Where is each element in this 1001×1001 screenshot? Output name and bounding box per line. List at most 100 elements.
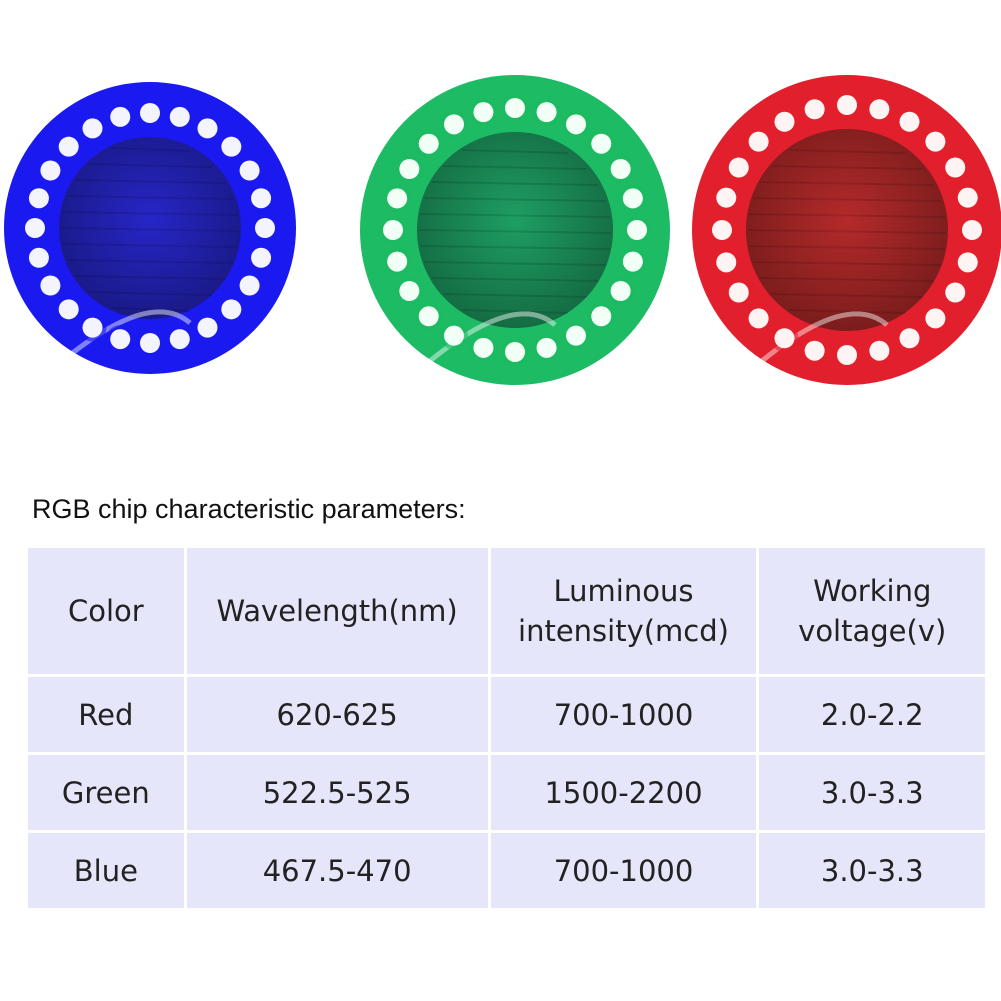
wood-grain-line xyxy=(443,165,587,170)
red-led-ring-photo xyxy=(692,75,1001,385)
led xyxy=(140,333,160,353)
wood-grain-line xyxy=(424,197,606,202)
led xyxy=(925,131,946,152)
cell-luminous-intensity: 1500-2200 xyxy=(490,755,757,830)
led xyxy=(110,329,131,350)
led xyxy=(945,282,966,303)
cell-color: Red xyxy=(28,677,184,752)
wood-grain-line xyxy=(443,293,587,298)
wood-grain-line xyxy=(760,181,934,186)
wood-grain-line xyxy=(788,149,906,154)
led xyxy=(837,345,857,365)
table-header-row: Color Wavelength(nm) Luminous intensity(… xyxy=(28,548,985,674)
led xyxy=(536,102,557,123)
cell-luminous-intensity: 700-1000 xyxy=(490,677,757,752)
wood-grain-line xyxy=(461,309,569,314)
wood-grain-line xyxy=(66,259,234,264)
led xyxy=(536,337,557,358)
led xyxy=(899,328,920,349)
led xyxy=(610,281,631,301)
wood-grain-line xyxy=(75,275,225,280)
led xyxy=(925,308,946,329)
wood-grain-line xyxy=(749,245,945,250)
led xyxy=(255,218,275,238)
led xyxy=(748,131,769,152)
rgb-parameters-table: Color Wavelength(nm) Luminous intensity(… xyxy=(25,545,988,911)
wood-grain-line xyxy=(88,291,212,296)
cell-color: Blue xyxy=(28,833,184,908)
green-led-ring-photo xyxy=(360,75,670,385)
wood-grain-line xyxy=(424,261,606,266)
cell-working-voltage: 3.0-3.3 xyxy=(759,833,985,908)
led xyxy=(399,281,420,301)
led xyxy=(716,252,737,273)
led xyxy=(40,275,61,296)
led xyxy=(945,157,966,178)
header-luminous-intensity: Luminous intensity(mcd) xyxy=(490,548,757,674)
led xyxy=(774,328,795,349)
cell-working-voltage: 3.0-3.3 xyxy=(759,755,985,830)
led xyxy=(82,317,103,338)
wood-grain-line xyxy=(760,277,934,282)
led xyxy=(221,299,242,320)
led xyxy=(566,114,586,135)
led xyxy=(804,340,825,361)
led xyxy=(610,159,631,179)
wood-grain-line xyxy=(75,179,225,184)
wood-grain-line xyxy=(749,213,945,218)
table-row: Green 522.5-525 1500-2200 3.0-3.3 xyxy=(28,755,985,830)
wood-grain-line xyxy=(66,195,234,200)
led xyxy=(169,106,190,127)
led xyxy=(251,247,272,268)
cell-wavelength: 467.5-470 xyxy=(186,833,488,908)
led xyxy=(25,218,45,238)
led xyxy=(748,308,769,329)
led xyxy=(837,95,857,115)
led xyxy=(473,337,494,358)
header-color: Color xyxy=(28,548,184,674)
led xyxy=(418,306,439,327)
led xyxy=(239,275,260,296)
cell-color: Green xyxy=(28,755,184,830)
led xyxy=(110,106,131,127)
cell-wavelength: 620-625 xyxy=(186,677,488,752)
wood-grain-line xyxy=(431,181,599,186)
led xyxy=(505,342,525,362)
led xyxy=(566,325,586,346)
blue-led-ring-photo xyxy=(4,82,296,374)
wood-grain-line xyxy=(431,277,599,282)
wood-grain-line xyxy=(110,147,190,152)
led xyxy=(444,114,464,135)
led xyxy=(591,133,612,154)
led xyxy=(957,252,978,273)
cell-wavelength: 522.5-525 xyxy=(186,755,488,830)
wood-grain-line xyxy=(88,163,212,168)
led xyxy=(58,136,79,157)
wire xyxy=(423,311,557,367)
led xyxy=(82,118,103,139)
led xyxy=(58,299,79,320)
led xyxy=(899,111,920,132)
wood-grain-line xyxy=(753,261,941,266)
led-ring-photos xyxy=(4,75,1001,385)
table-title: RGB chip characteristic parameters: xyxy=(32,494,466,524)
led xyxy=(197,317,218,338)
led xyxy=(622,188,643,209)
led xyxy=(169,329,190,350)
led xyxy=(505,98,525,118)
title-bar xyxy=(22,490,988,536)
wood-grain-line xyxy=(60,227,240,232)
led xyxy=(957,187,978,208)
led xyxy=(716,187,737,208)
led xyxy=(387,251,408,272)
led xyxy=(251,188,272,209)
wood-grain-line xyxy=(420,213,610,218)
led xyxy=(728,157,749,178)
led xyxy=(387,188,408,209)
led xyxy=(473,102,494,123)
led xyxy=(399,159,420,179)
ring-center-shade xyxy=(59,137,241,319)
wood-grain-line xyxy=(753,197,941,202)
led xyxy=(444,325,464,346)
led xyxy=(383,220,403,240)
